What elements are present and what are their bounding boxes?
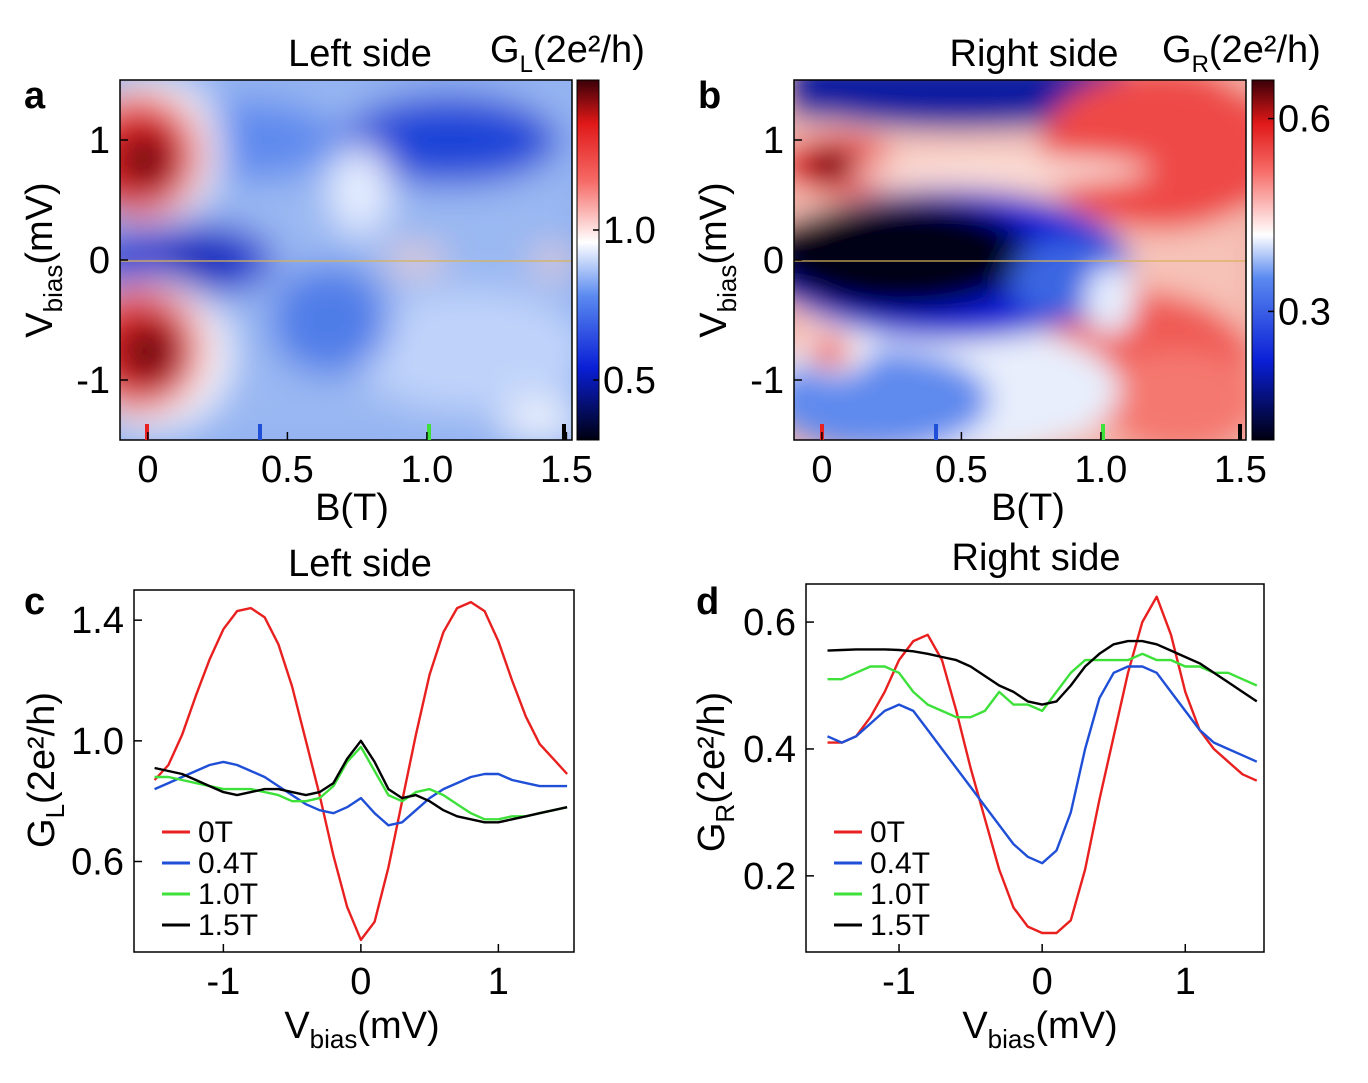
panel-b-title: Right side [950, 33, 1119, 75]
panel-label-d: d [696, 581, 719, 623]
xtick-label: 0 [1032, 961, 1053, 1003]
colorbar-b-ticks: 0.6 0.3 [1268, 99, 1331, 333]
series-d [827, 595, 1258, 935]
marker-1.0T-b [1101, 424, 1105, 440]
xtick-label: 1 [1175, 961, 1196, 1003]
ytick-label: 0 [89, 240, 110, 282]
panel-a: a Left side [19, 29, 656, 529]
axes-b: 0 0.5 1.0 1.5 1 0 -1 [750, 120, 1267, 491]
plot-frame-d [805, 583, 1265, 953]
legend-label-1.0T: 1.0T [198, 878, 258, 911]
xtick-label: 0 [811, 449, 832, 491]
colorbar-b [1251, 79, 1275, 441]
panel-label-b: b [698, 75, 721, 117]
ytick-label: 0.2 [743, 856, 796, 898]
panel-c: c Left side -1 0 1 1.4 1.0 0.6 0T0.4T1.0T1.5T… [21, 543, 575, 1054]
ylabel-d: GR(2e²/h) [691, 692, 740, 852]
ytick-label: 1 [763, 120, 784, 162]
legend-label-1.5T: 1.5T [870, 909, 930, 942]
colorbar-a-ticks: 1.0 0.5 [593, 210, 656, 402]
xtick-label: 0 [137, 449, 158, 491]
series-line-1.0T [827, 652, 1258, 719]
xlabel-a: B(T) [315, 487, 389, 529]
legend-d: 0T0.4T1.0T1.5T [834, 816, 930, 942]
axes-d: -1 0 1 0.6 0.4 0.2 [743, 602, 1196, 1003]
marker-1.5T-a [562, 424, 566, 440]
xtick-label: 0.5 [935, 449, 988, 491]
xtick-label: 0 [350, 961, 371, 1003]
colorbar-a-label: GL(2e²/h) [490, 29, 645, 78]
ytick-label: 0 [763, 240, 784, 282]
series-line-0.4T [827, 665, 1258, 865]
marker-0T-a [145, 424, 149, 440]
series-line-0T [153, 600, 568, 942]
ytick-label: 0.6 [71, 842, 124, 884]
marker-1.0T-a [427, 424, 431, 440]
axes-c: -1 0 1 1.4 1.0 0.6 [71, 600, 509, 1003]
ytick-label: -1 [750, 360, 784, 402]
legend-label-0.4T: 0.4T [198, 847, 258, 880]
xtick-label: 0.5 [261, 449, 314, 491]
xtick-label: 1 [488, 961, 509, 1003]
ylabel-c: GL(2e²/h) [21, 692, 70, 848]
xtick-label: 1.0 [1074, 449, 1127, 491]
ytick-label: 0.6 [743, 602, 796, 644]
panel-d: d Right side -1 0 1 0.6 0.4 0.2 0T0.4T1.0T1.5… [691, 537, 1265, 1054]
xtick-label: 1.5 [1214, 449, 1267, 491]
legend-label-1.0T: 1.0T [870, 878, 930, 911]
series-line-1.5T [827, 639, 1258, 706]
colorbar-tick-label: 1.0 [603, 210, 656, 252]
xtick-label: 1.0 [400, 449, 453, 491]
plot-frame-c [133, 589, 575, 953]
legend-label-1.5T: 1.5T [198, 909, 258, 942]
panel-label-c: c [24, 581, 45, 623]
colorbar-tick-label: 0.5 [603, 360, 656, 402]
xtick-label: -1 [206, 961, 240, 1003]
legend-c: 0T0.4T1.0T1.5T [162, 816, 258, 942]
panel-c-title: Left side [288, 543, 432, 585]
legend-label-0T: 0T [870, 816, 905, 849]
ytick-label: 1 [89, 120, 110, 162]
colorbar-b-label: GR(2e²/h) [1162, 29, 1321, 78]
series-line-1.0T [154, 745, 568, 821]
heatmap-b [794, 80, 1246, 440]
xtick-label: 1.5 [540, 449, 593, 491]
colorbar-tick-label: 0.6 [1278, 99, 1331, 141]
colorbar-a [576, 79, 600, 441]
ytick-label: -1 [76, 360, 110, 402]
panel-d-title: Right side [952, 537, 1121, 579]
series-line-1.5T [154, 739, 568, 824]
legend-label-0.4T: 0.4T [870, 847, 930, 880]
series-c [153, 600, 568, 942]
xlabel-b: B(T) [991, 487, 1065, 529]
ytick-label: 1.0 [71, 721, 124, 763]
colorbar-tick-label: 0.3 [1278, 291, 1331, 333]
series-line-0T [827, 595, 1258, 935]
ytick-label: 1.4 [71, 600, 124, 642]
panel-a-title: Left side [288, 33, 432, 75]
marker-0.4T-b [934, 424, 938, 440]
marker-0.4T-a [258, 424, 262, 440]
ylabel-b: Vbias(mV) [693, 182, 742, 337]
ylabel-a: Vbias(mV) [19, 182, 68, 337]
series-line-0.4T [154, 760, 568, 827]
heatmap-a [120, 80, 572, 440]
panel-b: b Right side [693, 29, 1331, 529]
ytick-label: 0.4 [743, 729, 796, 771]
xlabel-c: Vbias(mV) [284, 1005, 439, 1054]
legend-label-0T: 0T [198, 816, 233, 849]
panel-label-a: a [24, 75, 46, 117]
xlabel-d: Vbias(mV) [962, 1005, 1117, 1054]
xtick-label: -1 [882, 961, 916, 1003]
axes-a: 0 0.5 1.0 1.5 1 0 -1 [76, 120, 593, 491]
